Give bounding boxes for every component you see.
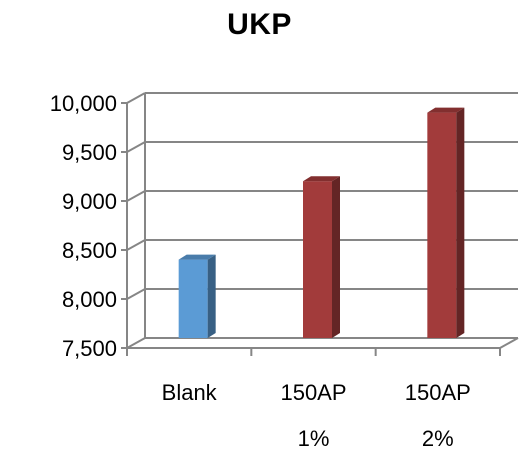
bar-side	[207, 254, 216, 338]
bar-top	[178, 254, 216, 260]
bar	[303, 176, 340, 338]
bar-front	[427, 112, 457, 338]
x-category-label: 1%	[298, 426, 330, 451]
gridline-depth	[126, 337, 146, 349]
bar	[178, 254, 216, 338]
y-tick-labels: 7,500 8,000 8,500 9,000 9,500 10,000	[50, 91, 117, 361]
x-category-label: Blank	[162, 380, 218, 405]
gridline-depth	[126, 141, 146, 153]
y-tick-label: 9,000	[62, 189, 117, 214]
gridline-depth	[126, 239, 146, 251]
x-category-label: 150AP	[405, 380, 471, 405]
y-tick-label: 8,500	[62, 238, 117, 263]
bar-top	[303, 176, 340, 182]
bar	[427, 107, 465, 338]
chart-title: UKP	[227, 8, 292, 41]
bar-side	[332, 176, 340, 338]
y-tick-label: 8,000	[62, 287, 117, 312]
x-category-label: 2%	[422, 426, 454, 451]
x-category-label: 150AP	[280, 380, 346, 405]
gridline-depth	[126, 92, 146, 104]
floor-depth-edge	[499, 337, 519, 349]
bar-front	[303, 181, 332, 338]
y-tick-label: 9,500	[62, 140, 117, 165]
bar-top	[427, 107, 465, 113]
x-category-labels: Blank 150AP 1% 150AP 2%	[162, 380, 471, 451]
gridline-depth	[126, 190, 146, 202]
bars	[178, 107, 465, 338]
axes	[121, 93, 519, 356]
y-tick-label: 7,500	[62, 336, 117, 361]
gridline-depth	[126, 288, 146, 300]
bar-side	[456, 107, 465, 338]
bar-front	[178, 259, 208, 338]
y-tick-label: 10,000	[50, 91, 117, 116]
